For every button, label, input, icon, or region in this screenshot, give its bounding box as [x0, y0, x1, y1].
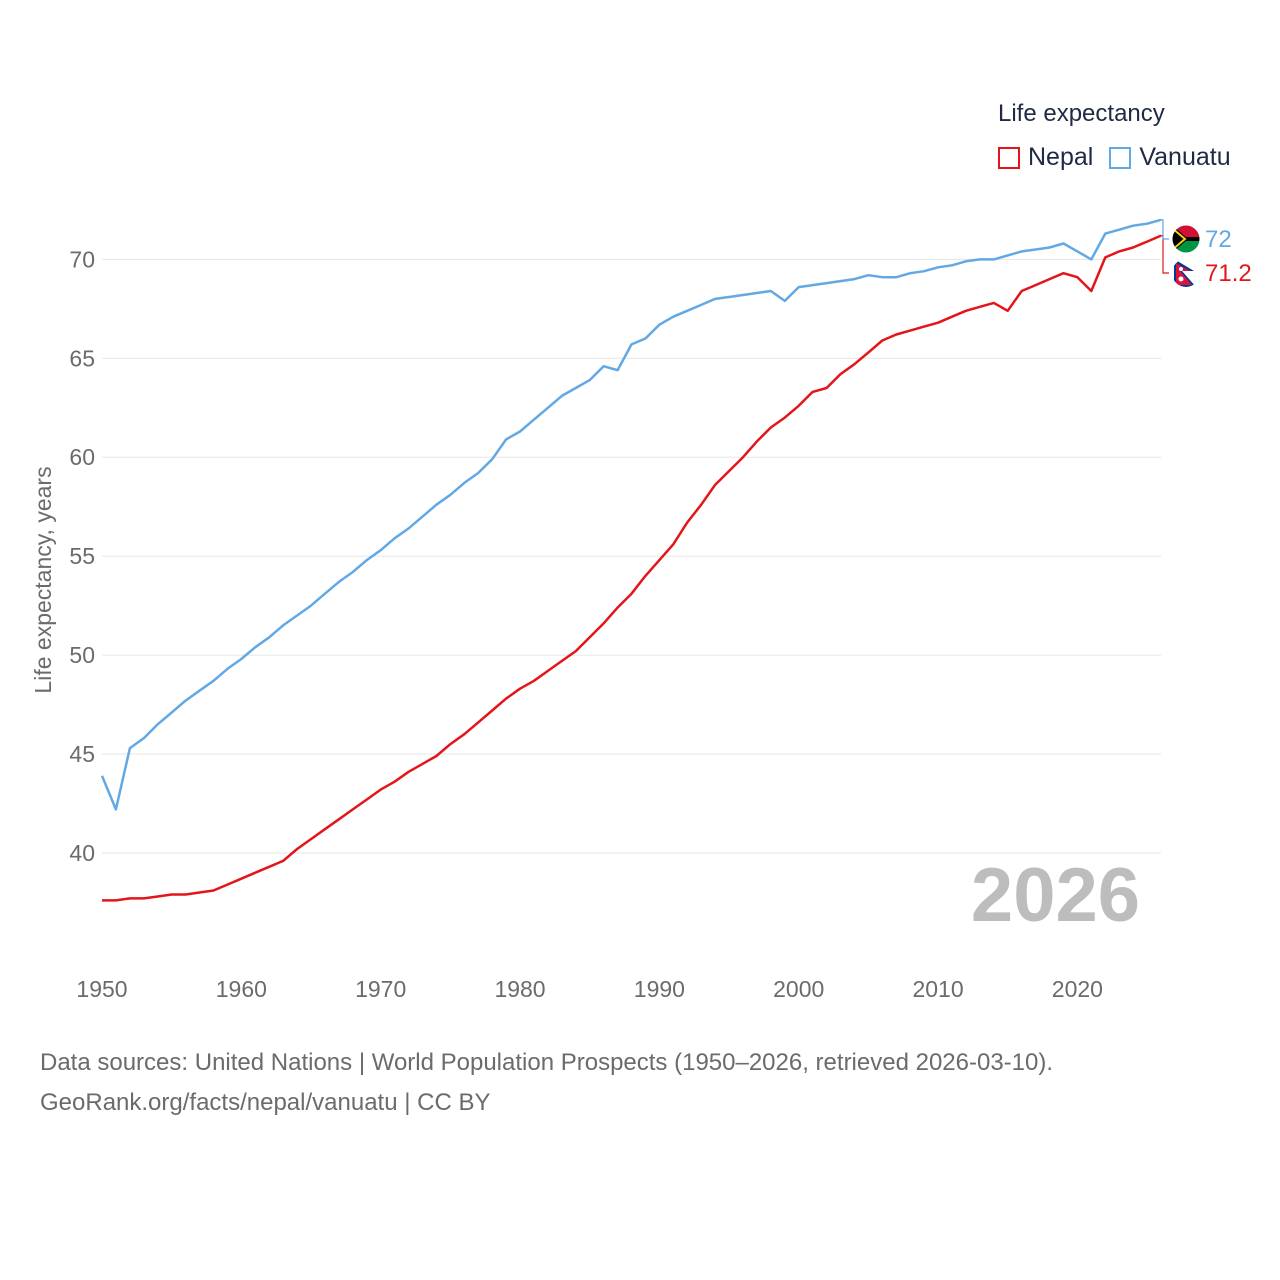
- legend-item-nepal[interactable]: Nepal: [998, 143, 1093, 172]
- x-tick-label: 1960: [216, 976, 267, 1002]
- y-tick-label: 55: [69, 543, 95, 569]
- year-watermark: 2026: [970, 853, 1140, 938]
- series-line-nepal: [102, 234, 1162, 902]
- vanuatu-flag-icon: [1171, 224, 1201, 254]
- legend-swatch-nepal: [998, 146, 1020, 169]
- x-tick-label: 1970: [355, 976, 406, 1002]
- end-label-nepal: 71.2: [1205, 260, 1252, 287]
- grid-lines: [102, 258, 1161, 854]
- legend-swatch-vanuatu: [1109, 146, 1132, 169]
- y-axis-tick-labels: 40 45 50 55 60 65 70: [69, 246, 95, 866]
- nepal-flag-icon: [1172, 259, 1200, 287]
- x-tick-label: 2020: [1052, 976, 1103, 1002]
- y-tick-label: 65: [69, 345, 95, 371]
- series-lines: 71.2 72: [100, 218, 1252, 902]
- x-tick-label: 1990: [634, 976, 685, 1002]
- legend-item-vanuatu[interactable]: Vanuatu: [1109, 143, 1231, 172]
- x-tick-label: 2000: [773, 976, 824, 1002]
- end-connector-nepal: [1161, 235, 1169, 274]
- footer: Data sources: United Nations | World Pop…: [40, 1043, 1053, 1123]
- y-tick-label: 45: [69, 741, 95, 767]
- y-axis-label: Life expectancy, years: [30, 466, 56, 693]
- y-tick-label: 70: [69, 246, 95, 272]
- legend-label-nepal: Nepal: [1028, 143, 1094, 171]
- x-axis-tick-labels: 1950 1960 1970 1980 1990 2000 2010 2020: [76, 976, 1103, 1002]
- y-tick-label: 50: [69, 642, 95, 668]
- series-line-vanuatu: [100, 218, 1162, 811]
- attribution-link[interactable]: GeoRank.org/facts/nepal/vanuatu | CC BY: [40, 1089, 491, 1116]
- y-tick-label: 40: [69, 840, 95, 866]
- legend: Nepal Vanuatu: [998, 143, 1247, 172]
- x-tick-label: 1980: [494, 976, 545, 1002]
- x-tick-label: 1950: [76, 976, 127, 1002]
- legend-title: Life expectancy: [998, 100, 1165, 127]
- end-connector-vanuatu: [1161, 219, 1169, 240]
- legend-label-vanuatu: Vanuatu: [1139, 143, 1231, 171]
- x-tick-label: 2010: [912, 976, 963, 1002]
- data-source-text: Data sources: United Nations | World Pop…: [40, 1049, 1054, 1076]
- y-tick-label: 60: [69, 444, 95, 470]
- end-label-vanuatu: 72: [1205, 226, 1232, 253]
